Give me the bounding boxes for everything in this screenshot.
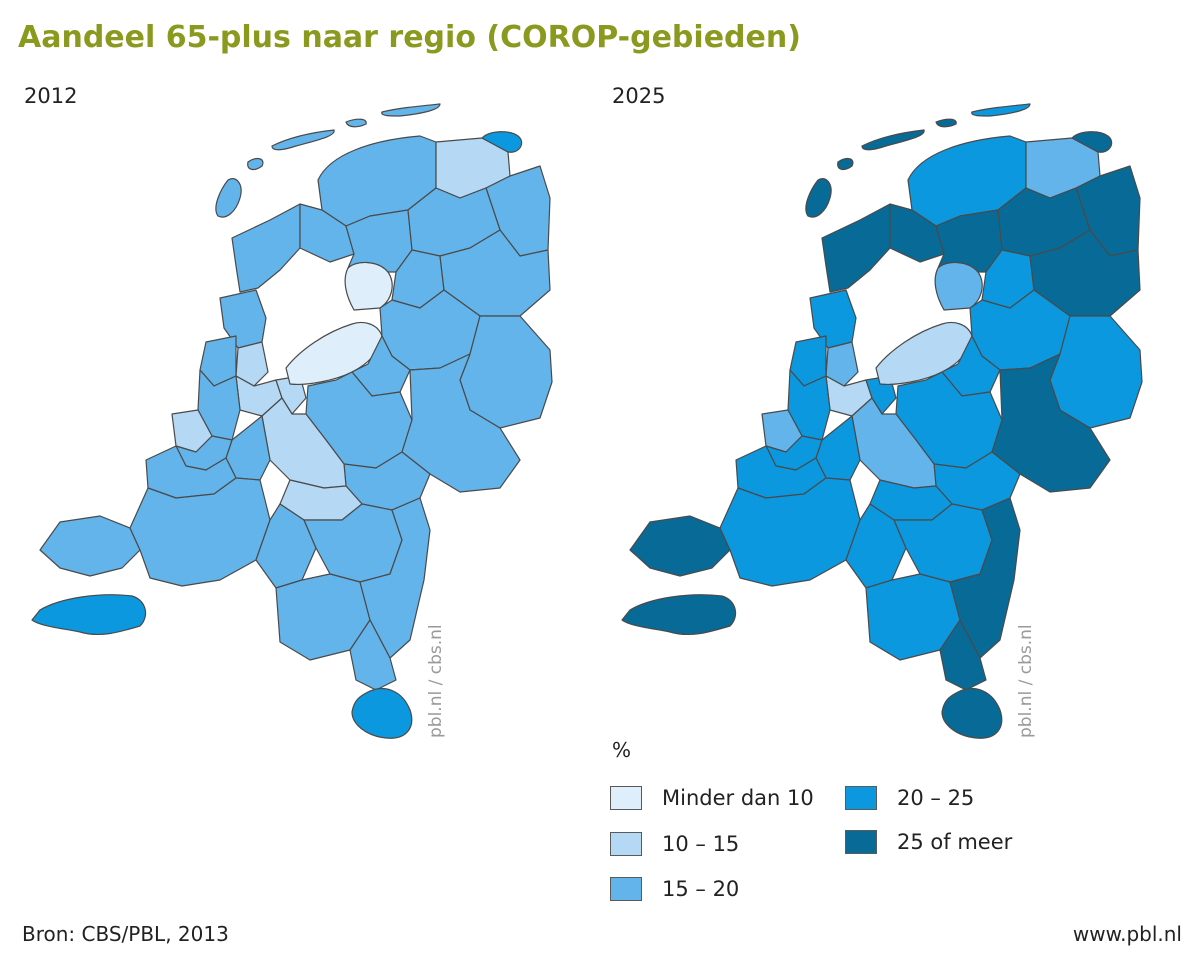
region-midden-limburg (349, 619, 397, 691)
year-label-2012: 2012 (24, 84, 78, 108)
region-utrecht (261, 397, 347, 489)
region-overig-zeeland (629, 515, 731, 577)
legend-item: 15 – 20 (610, 877, 739, 901)
legend-item: 25 of meer (845, 830, 1012, 854)
region-zeeuws-vlaanderen (31, 594, 147, 636)
region-kop-noord-holland (231, 203, 301, 293)
legend-swatch (845, 786, 877, 810)
region-zuid-limburg (941, 688, 1003, 739)
region-midden-brabant (255, 503, 317, 589)
region-delfzijl (1071, 131, 1113, 153)
region-zuid-limburg (351, 688, 413, 739)
legend-item: 10 – 15 (610, 832, 739, 856)
legend-label: 15 – 20 (662, 877, 740, 901)
legend-unit: % (612, 738, 632, 762)
region-vlieland (837, 157, 854, 171)
legend-item: Minder dan 10 (610, 786, 814, 810)
region-terschelling (271, 129, 335, 151)
region-texel (215, 178, 242, 218)
region-ameland (345, 118, 367, 128)
website-link[interactable]: www.pbl.nl (1072, 922, 1182, 946)
source-note: Bron: CBS/PBL, 2013 (22, 922, 229, 946)
legend-label: 25 of meer (897, 830, 1013, 854)
legend-label: 10 – 15 (662, 832, 740, 856)
year-label-2025: 2025 (612, 84, 666, 108)
legend-swatch (610, 877, 642, 901)
region-delfzijl (481, 131, 523, 153)
region-ameland (935, 118, 957, 128)
region-zeeuws-vlaanderen (621, 594, 737, 636)
region-schiermonnikoog (971, 103, 1031, 117)
region-utrecht (851, 397, 937, 489)
legend-label: Minder dan 10 (662, 786, 814, 810)
map-credit-2012: pbl.nl / cbs.nl (426, 624, 446, 738)
page-title: Aandeel 65-plus naar regio (COROP-gebied… (18, 20, 801, 55)
legend-label: 20 – 25 (897, 786, 975, 810)
map-credit-2025: pbl.nl / cbs.nl (1016, 624, 1036, 738)
region-terschelling (861, 129, 925, 151)
region-overig-zeeland (39, 515, 141, 577)
map-2012 (31, 103, 553, 739)
region-vlieland (247, 157, 264, 171)
region-midden-limburg (939, 619, 987, 691)
map-2025 (621, 103, 1143, 739)
legend-swatch (610, 832, 642, 856)
region-texel (805, 178, 832, 218)
legend-swatch (610, 786, 642, 810)
region-kop-noord-holland (821, 203, 891, 293)
legend-swatch (845, 830, 877, 854)
region-schiermonnikoog (381, 103, 441, 117)
legend-item: 20 – 25 (845, 786, 974, 810)
region-midden-brabant (845, 503, 907, 589)
